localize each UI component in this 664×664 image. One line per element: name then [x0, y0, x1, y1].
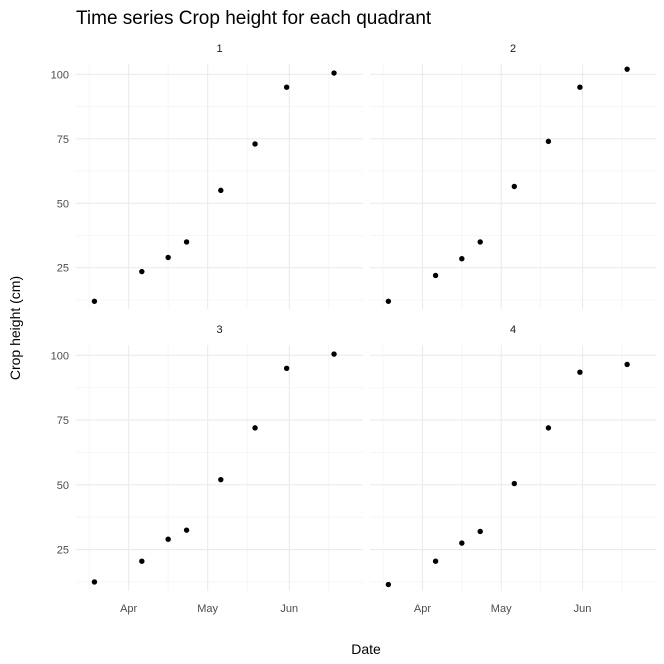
x-tick-label: Apr — [414, 603, 431, 615]
data-point — [624, 361, 630, 368]
data-point — [432, 272, 439, 279]
data-point — [283, 84, 290, 90]
data-point — [331, 70, 337, 76]
panel-3: 3 25 50 75 100 Apr May Jun — [51, 324, 363, 615]
panel-1: 1 25 50 75 100 — [51, 43, 363, 309]
data-point — [511, 480, 518, 487]
y-axis-title: Crop height (cm) — [7, 276, 23, 380]
data-point — [165, 536, 171, 542]
data-point — [218, 187, 224, 194]
y-tick-label: 25 — [57, 545, 69, 557]
data-point — [477, 528, 483, 535]
panel-strip-label: 1 — [216, 43, 222, 55]
data-point — [252, 141, 258, 147]
data-point — [545, 425, 552, 431]
data-point — [459, 540, 465, 546]
y-tick-label: 50 — [57, 480, 69, 492]
data-point — [432, 558, 439, 564]
x-tick-label: Apr — [120, 603, 137, 615]
data-point — [477, 239, 483, 245]
panel-4: 4 Apr May Jun — [370, 324, 656, 615]
panel-2: 2 — [370, 43, 656, 309]
data-point — [139, 268, 145, 275]
y-tick-label: 25 — [57, 263, 69, 275]
data-point — [183, 239, 190, 245]
x-axis-title: Date — [351, 641, 381, 657]
y-tick-label: 75 — [57, 415, 69, 427]
data-point — [165, 254, 171, 261]
data-point — [385, 298, 392, 304]
data-point — [577, 369, 583, 375]
data-point — [139, 558, 145, 564]
y-tick-label: 50 — [57, 198, 69, 210]
x-tick-label: May — [491, 603, 512, 615]
data-point — [218, 476, 224, 483]
data-point — [459, 256, 465, 262]
data-point — [91, 579, 98, 585]
panel-strip-label: 3 — [216, 324, 222, 336]
data-point — [624, 66, 630, 72]
y-tick-label: 100 — [51, 350, 69, 362]
data-point — [511, 183, 518, 190]
data-point — [91, 298, 98, 304]
y-tick-label: 75 — [57, 134, 69, 146]
x-tick-label: Jun — [574, 603, 592, 615]
panels: 1 25 50 75 100 2 3 25 50 75 100 Apr May Jun 4 Apr May Jun — [51, 43, 656, 615]
x-tick-label: May — [197, 603, 218, 615]
chart-title: Time series Crop height for each quadran… — [76, 8, 432, 29]
panel-strip-label: 2 — [510, 43, 516, 55]
data-point — [252, 425, 258, 431]
x-tick-label: Jun — [280, 603, 298, 615]
panel-strip-label: 4 — [510, 324, 516, 336]
y-tick-label: 100 — [51, 69, 69, 81]
data-point — [577, 84, 583, 90]
data-point — [385, 581, 392, 588]
data-point — [283, 365, 290, 372]
data-point — [331, 351, 337, 357]
data-point — [183, 527, 190, 533]
data-point — [545, 138, 552, 145]
